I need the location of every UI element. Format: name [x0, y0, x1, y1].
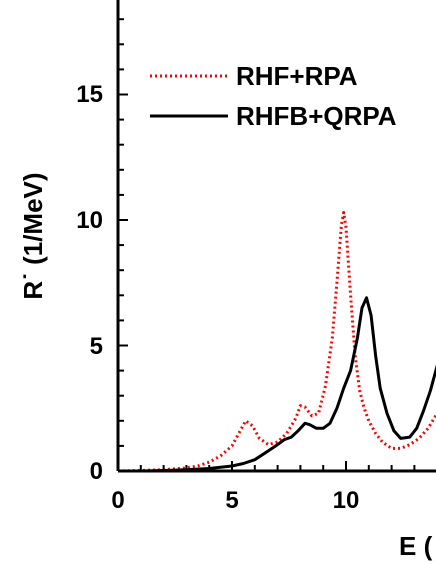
y-tick-label: 15	[76, 81, 103, 108]
y-tick-label: 5	[90, 333, 103, 360]
series-line-rhfb-qrpa	[118, 296, 436, 472]
series-line-rhf-rpa	[118, 211, 436, 472]
legend-label-rhf-rpa: RHF+RPA	[236, 61, 358, 91]
ticks-layer	[117, 18, 416, 472]
series-layer	[118, 211, 436, 472]
y-tick-label: 0	[90, 458, 103, 485]
y-tick-label: 10	[76, 207, 103, 234]
x-tick-label: 5	[225, 487, 238, 514]
legend-label-rhfb-qrpa: RHFB+QRPA	[236, 101, 397, 131]
x-axis-title: E (	[399, 531, 433, 561]
y-axis-title: R˙ (1/MeV)	[18, 172, 48, 299]
x-tick-label: 10	[333, 487, 360, 514]
x-tick-label: 0	[111, 487, 124, 514]
